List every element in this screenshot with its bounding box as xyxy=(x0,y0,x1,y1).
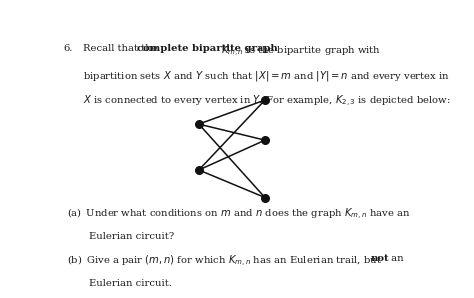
Text: $K_{m,n}$ is the bipartite graph with: $K_{m,n}$ is the bipartite graph with xyxy=(221,44,381,59)
Text: complete bipartite graph: complete bipartite graph xyxy=(137,44,278,53)
Text: 6.: 6. xyxy=(64,44,73,53)
Text: Eulerian circuit.: Eulerian circuit. xyxy=(89,279,172,288)
Text: Recall that the: Recall that the xyxy=(83,44,161,53)
Text: not: not xyxy=(371,254,389,263)
Text: (b) Give a pair $(m,n)$ for which $K_{m,n}$ has an Eulerian trail, but: (b) Give a pair $(m,n)$ for which $K_{m,… xyxy=(66,254,382,269)
Text: (a) Under what conditions on $m$ and $n$ does the graph $K_{m,n}$ have an: (a) Under what conditions on $m$ and $n$… xyxy=(66,207,410,222)
Text: $X$ is connected to every vertex in $Y$. For example, $K_{2,3}$ is depicted belo: $X$ is connected to every vertex in $Y$.… xyxy=(83,94,451,109)
Text: Eulerian circuit?: Eulerian circuit? xyxy=(89,232,174,241)
Text: bipartition sets $X$ and $Y$ such that $|X|=m$ and $|Y|=n$ and every vertex in: bipartition sets $X$ and $Y$ such that $… xyxy=(83,69,450,83)
Text: an: an xyxy=(388,254,404,263)
